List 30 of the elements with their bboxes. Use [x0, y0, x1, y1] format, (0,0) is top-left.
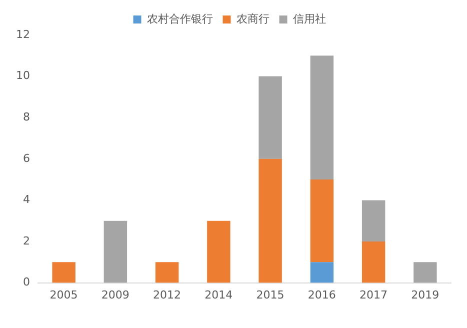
legend-label: 农商行 — [236, 12, 270, 26]
bar — [310, 262, 334, 283]
bar — [258, 158, 282, 283]
x-tick-label: 2019 — [411, 288, 440, 302]
bar — [310, 56, 334, 180]
y-tick-label: 4 — [22, 193, 30, 206]
bar — [362, 200, 386, 242]
y-tick-label: 2 — [22, 234, 30, 248]
x-tick-label: 2005 — [50, 288, 78, 302]
bar — [104, 220, 128, 283]
x-tick-label: 2012 — [153, 288, 182, 302]
bar — [362, 242, 386, 283]
bar — [258, 76, 282, 159]
bar — [310, 180, 334, 262]
x-tick-label: 2014 — [204, 288, 233, 302]
y-tick-label: 10 — [16, 69, 30, 82]
legend-label: 信用社 — [292, 12, 326, 26]
y-tick-label: 0 — [22, 276, 30, 289]
y-tick-label: 8 — [22, 110, 30, 124]
y-tick-label: 6 — [22, 152, 30, 165]
x-tick-label: 2017 — [360, 288, 388, 302]
bar — [52, 262, 76, 283]
bar — [414, 262, 437, 283]
x-tick-label: 2015 — [256, 288, 284, 302]
bar — [155, 262, 179, 283]
x-tick-label: 2009 — [101, 288, 130, 302]
y-tick-label: 12 — [16, 28, 30, 41]
x-tick-label: 2016 — [308, 288, 336, 302]
bar — [207, 220, 230, 283]
legend-label: 农村合作银行 — [146, 12, 213, 26]
